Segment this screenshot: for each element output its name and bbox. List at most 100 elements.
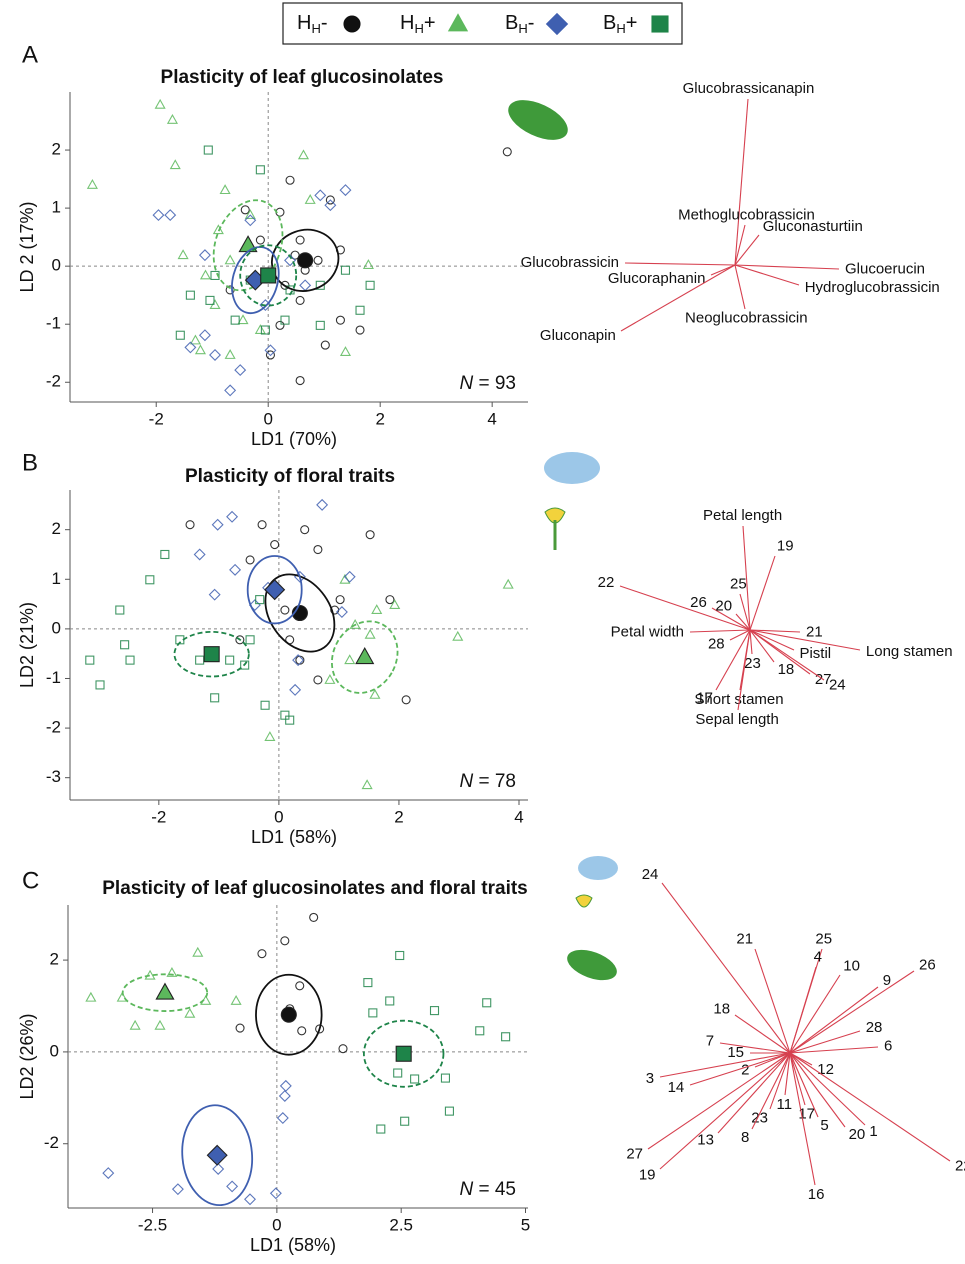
data-point bbox=[240, 660, 250, 670]
loading-vector bbox=[689, 629, 751, 633]
loading-label: Petal width bbox=[611, 623, 684, 640]
centroid bbox=[264, 579, 286, 601]
data-point bbox=[244, 1193, 256, 1206]
data-point bbox=[361, 779, 373, 790]
centroid bbox=[355, 647, 375, 665]
legend-marker bbox=[343, 15, 361, 33]
loading-label: 22 bbox=[955, 1158, 965, 1175]
centroid bbox=[206, 1144, 228, 1166]
data-point bbox=[205, 295, 215, 305]
loading-vector bbox=[749, 629, 801, 633]
loading-label: 26 bbox=[919, 956, 936, 973]
loading-label: 23 bbox=[751, 1109, 768, 1126]
loading-vector bbox=[647, 1052, 791, 1150]
x-tick-label: 0 bbox=[272, 1215, 281, 1234]
data-point bbox=[257, 520, 267, 530]
data-point bbox=[324, 674, 336, 684]
leaf-icon bbox=[508, 100, 568, 140]
confidence-ellipse bbox=[173, 630, 250, 678]
loading-vector bbox=[749, 629, 861, 651]
data-point bbox=[313, 544, 323, 555]
data-point bbox=[255, 165, 265, 175]
loading-label: 28 bbox=[866, 1019, 883, 1036]
data-point bbox=[195, 655, 205, 665]
data-point bbox=[125, 655, 135, 665]
loading-vector bbox=[749, 555, 776, 631]
data-point bbox=[278, 1090, 291, 1102]
x-axis-label: LD1 (70%) bbox=[251, 429, 337, 449]
data-point bbox=[240, 205, 250, 215]
data-point bbox=[86, 178, 98, 189]
data-point bbox=[335, 606, 348, 618]
loading-vector bbox=[734, 98, 749, 266]
data-point bbox=[192, 946, 204, 957]
loading-label: 1 bbox=[869, 1123, 877, 1140]
data-point bbox=[289, 683, 302, 696]
data-point bbox=[189, 334, 201, 345]
x-tick-label: 5 bbox=[521, 1215, 530, 1234]
data-point bbox=[339, 184, 352, 197]
data-point bbox=[295, 375, 305, 386]
data-point bbox=[365, 530, 375, 540]
data-point bbox=[315, 280, 325, 290]
panel-letter: A bbox=[22, 41, 38, 68]
confidence-ellipse bbox=[255, 973, 323, 1056]
data-point bbox=[237, 314, 249, 325]
data-point bbox=[194, 344, 206, 355]
data-point bbox=[501, 1032, 511, 1042]
data-point bbox=[401, 695, 411, 705]
y-tick-label: 2 bbox=[52, 519, 61, 538]
data-point bbox=[116, 991, 128, 1002]
data-point bbox=[364, 628, 376, 639]
loading-label: 5 bbox=[820, 1117, 828, 1134]
data-point bbox=[300, 525, 310, 535]
data-point bbox=[254, 324, 266, 334]
data-point bbox=[355, 305, 365, 315]
loading-vector bbox=[719, 1042, 791, 1054]
data-point bbox=[482, 998, 492, 1008]
data-point bbox=[313, 675, 323, 685]
data-point bbox=[264, 344, 277, 357]
data-point bbox=[120, 640, 130, 650]
loading-label: Glucobrassicin bbox=[521, 254, 619, 271]
chart-title: Plasticity of leaf glucosinolates and fl… bbox=[102, 878, 528, 899]
data-point bbox=[369, 688, 381, 699]
loading-vector bbox=[734, 224, 746, 266]
y-axis-label: LD 2 (17%) bbox=[17, 201, 37, 292]
data-point bbox=[270, 540, 280, 550]
data-point bbox=[211, 518, 224, 531]
data-point bbox=[95, 680, 105, 690]
loading-label: 22 bbox=[598, 574, 615, 591]
data-point bbox=[169, 159, 181, 170]
loading-label: Short stamen bbox=[694, 691, 783, 708]
loading-vector bbox=[789, 1030, 861, 1054]
data-point bbox=[295, 981, 305, 991]
loading-label: 25 bbox=[730, 575, 747, 592]
loading-label: 15 bbox=[727, 1044, 744, 1061]
data-point bbox=[362, 259, 374, 269]
sample-size: N = 93 bbox=[459, 373, 516, 394]
data-point bbox=[177, 249, 189, 260]
data-point bbox=[280, 936, 290, 946]
loading-label: 6 bbox=[884, 1037, 892, 1054]
data-point bbox=[325, 195, 335, 205]
data-point bbox=[363, 978, 373, 988]
x-tick-label: 0 bbox=[263, 409, 272, 428]
legend-label: BH+ bbox=[603, 12, 637, 36]
loading-vector bbox=[742, 525, 751, 631]
loading-vector bbox=[710, 264, 736, 276]
loading-label: 13 bbox=[697, 1131, 714, 1148]
loading-vector bbox=[749, 629, 753, 655]
loading-label: 21 bbox=[806, 623, 823, 640]
data-point bbox=[234, 364, 247, 377]
loading-vector bbox=[789, 1052, 951, 1162]
y-tick-label: 0 bbox=[52, 256, 61, 275]
data-point bbox=[208, 588, 221, 601]
data-point bbox=[280, 710, 290, 720]
y-tick-label: -1 bbox=[46, 668, 61, 687]
loading-label: 18 bbox=[713, 1000, 730, 1017]
data-point bbox=[235, 635, 245, 645]
y-tick-label: 1 bbox=[52, 198, 61, 217]
y-tick-label: 2 bbox=[50, 950, 59, 969]
x-tick-label: 0 bbox=[274, 807, 283, 826]
